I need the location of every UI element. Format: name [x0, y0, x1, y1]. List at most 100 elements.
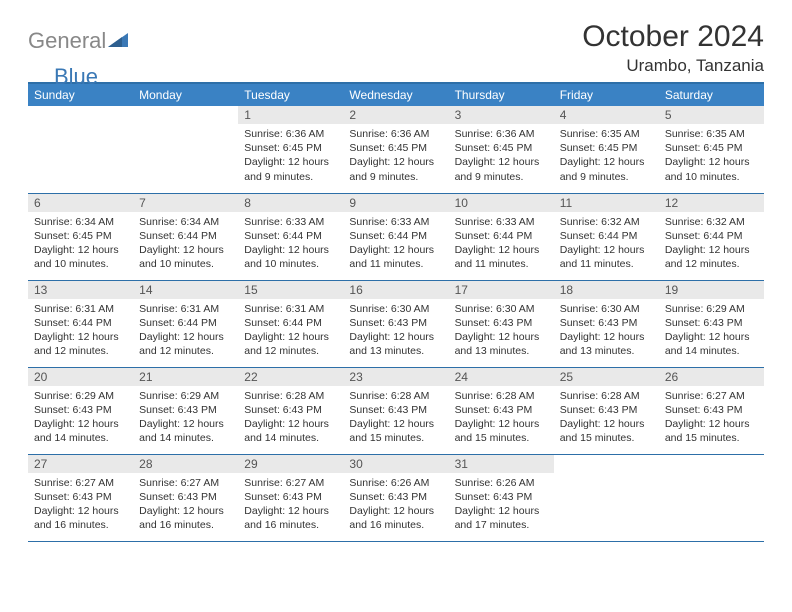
- calendar-day-cell: 1Sunrise: 6:36 AMSunset: 6:45 PMDaylight…: [238, 106, 343, 193]
- day-details: Sunrise: 6:30 AMSunset: 6:43 PMDaylight:…: [554, 299, 659, 361]
- calendar-day-cell: 16Sunrise: 6:30 AMSunset: 6:43 PMDayligh…: [343, 280, 448, 367]
- calendar-week-row: 13Sunrise: 6:31 AMSunset: 6:44 PMDayligh…: [28, 280, 764, 367]
- calendar-day-cell: 19Sunrise: 6:29 AMSunset: 6:43 PMDayligh…: [659, 280, 764, 367]
- day-details: Sunrise: 6:33 AMSunset: 6:44 PMDaylight:…: [343, 212, 448, 274]
- day-number: 7: [133, 194, 238, 212]
- day-number: 11: [554, 194, 659, 212]
- calendar-day-cell: 28Sunrise: 6:27 AMSunset: 6:43 PMDayligh…: [133, 454, 238, 541]
- day-number: 3: [449, 106, 554, 124]
- day-details: Sunrise: 6:36 AMSunset: 6:45 PMDaylight:…: [343, 124, 448, 186]
- calendar-day-cell: 11Sunrise: 6:32 AMSunset: 6:44 PMDayligh…: [554, 193, 659, 280]
- day-number: 27: [28, 455, 133, 473]
- calendar-header-row: SundayMondayTuesdayWednesdayThursdayFrid…: [28, 83, 764, 106]
- logo-text-blue: Blue: [54, 64, 98, 90]
- day-number: 6: [28, 194, 133, 212]
- weekday-header: Thursday: [449, 83, 554, 106]
- day-number: 18: [554, 281, 659, 299]
- day-details: Sunrise: 6:32 AMSunset: 6:44 PMDaylight:…: [554, 212, 659, 274]
- day-details: Sunrise: 6:28 AMSunset: 6:43 PMDaylight:…: [554, 386, 659, 448]
- day-number: 24: [449, 368, 554, 386]
- day-number: 8: [238, 194, 343, 212]
- calendar-day-cell: [554, 454, 659, 541]
- day-number: 28: [133, 455, 238, 473]
- day-details: Sunrise: 6:34 AMSunset: 6:44 PMDaylight:…: [133, 212, 238, 274]
- weekday-header: Saturday: [659, 83, 764, 106]
- calendar-day-cell: 29Sunrise: 6:27 AMSunset: 6:43 PMDayligh…: [238, 454, 343, 541]
- weekday-header: Friday: [554, 83, 659, 106]
- calendar-week-row: 6Sunrise: 6:34 AMSunset: 6:45 PMDaylight…: [28, 193, 764, 280]
- calendar-day-cell: 27Sunrise: 6:27 AMSunset: 6:43 PMDayligh…: [28, 454, 133, 541]
- day-details: Sunrise: 6:36 AMSunset: 6:45 PMDaylight:…: [238, 124, 343, 186]
- day-number: 20: [28, 368, 133, 386]
- day-number: 14: [133, 281, 238, 299]
- calendar-week-row: 27Sunrise: 6:27 AMSunset: 6:43 PMDayligh…: [28, 454, 764, 541]
- calendar-body: 1Sunrise: 6:36 AMSunset: 6:45 PMDaylight…: [28, 106, 764, 541]
- day-number: 1: [238, 106, 343, 124]
- day-number: 12: [659, 194, 764, 212]
- calendar-week-row: 1Sunrise: 6:36 AMSunset: 6:45 PMDaylight…: [28, 106, 764, 193]
- logo-triangle-icon: [108, 31, 128, 52]
- calendar-day-cell: 8Sunrise: 6:33 AMSunset: 6:44 PMDaylight…: [238, 193, 343, 280]
- day-details: Sunrise: 6:27 AMSunset: 6:43 PMDaylight:…: [659, 386, 764, 448]
- day-number: 5: [659, 106, 764, 124]
- calendar-day-cell: 25Sunrise: 6:28 AMSunset: 6:43 PMDayligh…: [554, 367, 659, 454]
- calendar-day-cell: 10Sunrise: 6:33 AMSunset: 6:44 PMDayligh…: [449, 193, 554, 280]
- calendar-day-cell: 12Sunrise: 6:32 AMSunset: 6:44 PMDayligh…: [659, 193, 764, 280]
- day-number: 15: [238, 281, 343, 299]
- day-number: 29: [238, 455, 343, 473]
- day-details: Sunrise: 6:34 AMSunset: 6:45 PMDaylight:…: [28, 212, 133, 274]
- calendar-table: SundayMondayTuesdayWednesdayThursdayFrid…: [28, 82, 764, 542]
- calendar-day-cell: 22Sunrise: 6:28 AMSunset: 6:43 PMDayligh…: [238, 367, 343, 454]
- weekday-header: Wednesday: [343, 83, 448, 106]
- day-details: Sunrise: 6:36 AMSunset: 6:45 PMDaylight:…: [449, 124, 554, 186]
- calendar-day-cell: 21Sunrise: 6:29 AMSunset: 6:43 PMDayligh…: [133, 367, 238, 454]
- title-block: October 2024 Urambo, Tanzania: [582, 20, 764, 76]
- day-details: Sunrise: 6:26 AMSunset: 6:43 PMDaylight:…: [343, 473, 448, 535]
- day-number: 10: [449, 194, 554, 212]
- day-number: 13: [28, 281, 133, 299]
- calendar-day-cell: 17Sunrise: 6:30 AMSunset: 6:43 PMDayligh…: [449, 280, 554, 367]
- day-details: Sunrise: 6:29 AMSunset: 6:43 PMDaylight:…: [659, 299, 764, 361]
- calendar-day-cell: 24Sunrise: 6:28 AMSunset: 6:43 PMDayligh…: [449, 367, 554, 454]
- day-details: Sunrise: 6:31 AMSunset: 6:44 PMDaylight:…: [28, 299, 133, 361]
- day-details: Sunrise: 6:32 AMSunset: 6:44 PMDaylight:…: [659, 212, 764, 274]
- day-details: Sunrise: 6:33 AMSunset: 6:44 PMDaylight:…: [238, 212, 343, 274]
- calendar-day-cell: 23Sunrise: 6:28 AMSunset: 6:43 PMDayligh…: [343, 367, 448, 454]
- calendar-day-cell: 3Sunrise: 6:36 AMSunset: 6:45 PMDaylight…: [449, 106, 554, 193]
- calendar-day-cell: 30Sunrise: 6:26 AMSunset: 6:43 PMDayligh…: [343, 454, 448, 541]
- month-title: October 2024: [582, 20, 764, 54]
- day-details: Sunrise: 6:29 AMSunset: 6:43 PMDaylight:…: [28, 386, 133, 448]
- day-details: Sunrise: 6:28 AMSunset: 6:43 PMDaylight:…: [449, 386, 554, 448]
- calendar-day-cell: 20Sunrise: 6:29 AMSunset: 6:43 PMDayligh…: [28, 367, 133, 454]
- day-number: 26: [659, 368, 764, 386]
- calendar-day-cell: 13Sunrise: 6:31 AMSunset: 6:44 PMDayligh…: [28, 280, 133, 367]
- day-number: 31: [449, 455, 554, 473]
- calendar-day-cell: 4Sunrise: 6:35 AMSunset: 6:45 PMDaylight…: [554, 106, 659, 193]
- weekday-header: Monday: [133, 83, 238, 106]
- weekday-header: Tuesday: [238, 83, 343, 106]
- calendar-day-cell: 7Sunrise: 6:34 AMSunset: 6:44 PMDaylight…: [133, 193, 238, 280]
- day-details: Sunrise: 6:28 AMSunset: 6:43 PMDaylight:…: [343, 386, 448, 448]
- day-number: 19: [659, 281, 764, 299]
- day-details: Sunrise: 6:31 AMSunset: 6:44 PMDaylight:…: [238, 299, 343, 361]
- calendar-day-cell: [28, 106, 133, 193]
- day-number: 17: [449, 281, 554, 299]
- day-number: 30: [343, 455, 448, 473]
- day-details: Sunrise: 6:28 AMSunset: 6:43 PMDaylight:…: [238, 386, 343, 448]
- day-number: 23: [343, 368, 448, 386]
- day-number: 21: [133, 368, 238, 386]
- day-details: Sunrise: 6:27 AMSunset: 6:43 PMDaylight:…: [133, 473, 238, 535]
- calendar-day-cell: [133, 106, 238, 193]
- day-number: 22: [238, 368, 343, 386]
- day-details: Sunrise: 6:33 AMSunset: 6:44 PMDaylight:…: [449, 212, 554, 274]
- calendar-day-cell: 6Sunrise: 6:34 AMSunset: 6:45 PMDaylight…: [28, 193, 133, 280]
- day-details: Sunrise: 6:27 AMSunset: 6:43 PMDaylight:…: [28, 473, 133, 535]
- calendar-day-cell: 5Sunrise: 6:35 AMSunset: 6:45 PMDaylight…: [659, 106, 764, 193]
- day-number: 2: [343, 106, 448, 124]
- day-details: Sunrise: 6:30 AMSunset: 6:43 PMDaylight:…: [449, 299, 554, 361]
- day-details: Sunrise: 6:35 AMSunset: 6:45 PMDaylight:…: [554, 124, 659, 186]
- calendar-day-cell: 18Sunrise: 6:30 AMSunset: 6:43 PMDayligh…: [554, 280, 659, 367]
- page-header: General October 2024 Urambo, Tanzania: [28, 20, 764, 76]
- day-details: Sunrise: 6:27 AMSunset: 6:43 PMDaylight:…: [238, 473, 343, 535]
- day-details: Sunrise: 6:29 AMSunset: 6:43 PMDaylight:…: [133, 386, 238, 448]
